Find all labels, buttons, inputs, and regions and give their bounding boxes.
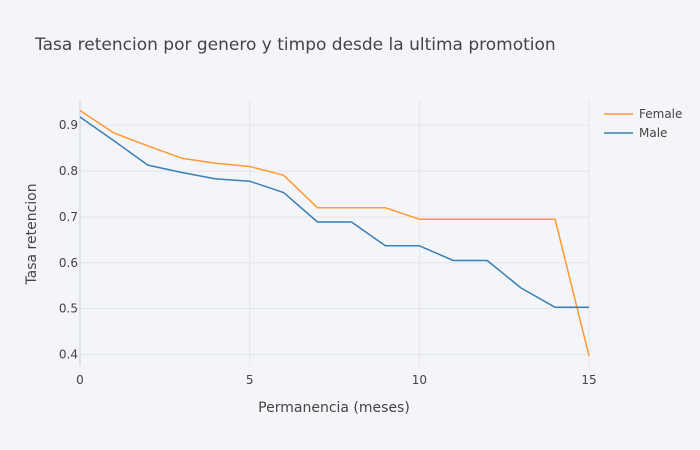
- x-tick-label: 5: [246, 373, 254, 387]
- legend-label: Female: [639, 107, 682, 121]
- y-axis-ticks: 0.4 0.5 0.6 0.7 0.8 0.9: [59, 118, 78, 361]
- chart-title: Tasa retencion por genero y timpo desde …: [34, 35, 556, 55]
- x-axis-label: Permanencia (meses): [258, 400, 410, 416]
- y-axis-label: Tasa retencion: [24, 183, 40, 285]
- legend-item-female[interactable]: Female: [604, 107, 682, 121]
- series-line-female[interactable]: [79, 109, 590, 357]
- legend-label: Male: [639, 126, 667, 140]
- y-tick-label: 0.7: [59, 210, 78, 224]
- y-tick-label: 0.8: [59, 164, 78, 178]
- series-line-male[interactable]: [79, 116, 589, 309]
- x-axis-ticks: 0 5 10 15: [76, 373, 596, 387]
- x-tick-label: 0: [76, 373, 84, 387]
- grid: [79, 100, 590, 366]
- series-lines: [79, 109, 590, 357]
- y-tick-label: 0.4: [59, 348, 78, 362]
- x-tick-label: 15: [581, 373, 596, 387]
- legend[interactable]: Female Male: [604, 107, 682, 140]
- y-tick-label: 0.9: [59, 118, 78, 132]
- y-tick-label: 0.6: [59, 256, 78, 270]
- y-tick-label: 0.5: [59, 302, 78, 316]
- x-tick-label: 10: [412, 373, 427, 387]
- legend-item-male[interactable]: Male: [604, 126, 667, 140]
